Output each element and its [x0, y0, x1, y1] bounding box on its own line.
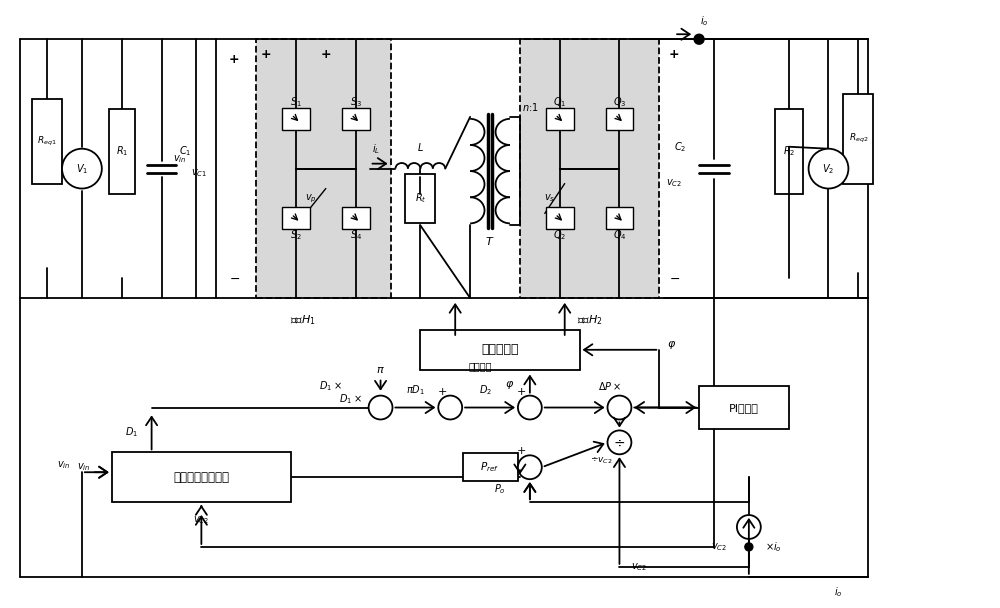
Text: $C_2$: $C_2$: [674, 140, 687, 154]
Circle shape: [369, 396, 392, 420]
Text: $S_1$: $S_1$: [290, 95, 302, 109]
Text: $Q_3$: $Q_3$: [613, 95, 626, 109]
Text: $v_{C2}$: $v_{C2}$: [666, 178, 682, 190]
Text: $\div v_{C2}$: $\div v_{C2}$: [590, 455, 613, 466]
Text: 驱动信号: 驱动信号: [468, 361, 492, 371]
Text: $T$: $T$: [485, 235, 495, 247]
Bar: [109, 109, 135, 193]
Bar: [112, 452, 291, 502]
Text: $i_L$: $i_L$: [372, 142, 380, 156]
Bar: [546, 207, 574, 229]
Text: $P_{ref}$: $P_{ref}$: [480, 460, 500, 474]
Text: +: +: [669, 47, 680, 61]
Text: +: +: [517, 387, 527, 396]
Circle shape: [694, 34, 704, 44]
Bar: [463, 332, 498, 354]
Text: 全桥$H_2$: 全桥$H_2$: [577, 313, 603, 327]
Text: PI控制器: PI控制器: [729, 402, 759, 412]
Bar: [843, 94, 873, 184]
Bar: [546, 108, 574, 130]
Bar: [256, 39, 391, 298]
Circle shape: [745, 543, 753, 551]
Text: $v_p$: $v_p$: [305, 192, 317, 205]
Text: $C_1$: $C_1$: [179, 144, 192, 157]
Text: $v_s$: $v_s$: [544, 193, 555, 204]
Text: $S_4$: $S_4$: [350, 229, 362, 242]
Circle shape: [518, 455, 542, 479]
Text: $V_2$: $V_2$: [822, 162, 835, 176]
Text: $V_1$: $V_1$: [76, 162, 88, 176]
Text: $v_{C1}$: $v_{C1}$: [191, 168, 207, 179]
Text: $v_{in}$: $v_{in}$: [57, 460, 71, 471]
Circle shape: [62, 149, 102, 188]
Text: +: +: [261, 47, 271, 61]
Bar: [699, 385, 789, 429]
Text: $D_1\times$: $D_1\times$: [319, 379, 342, 393]
Bar: [282, 108, 310, 130]
Text: $R_{eq1}$: $R_{eq1}$: [37, 135, 57, 148]
Bar: [342, 108, 370, 130]
Text: $R_{eq2}$: $R_{eq2}$: [849, 132, 868, 145]
Text: $\pi D_1$: $\pi D_1$: [406, 382, 425, 396]
Text: $i_o$: $i_o$: [700, 15, 708, 28]
Text: $Q_1$: $Q_1$: [553, 95, 566, 109]
Bar: [775, 109, 803, 193]
Text: $Q_4$: $Q_4$: [613, 229, 626, 242]
Text: 全桥$H_1$: 全桥$H_1$: [290, 313, 316, 327]
Text: $R_t$: $R_t$: [415, 192, 426, 206]
Bar: [32, 99, 62, 184]
Circle shape: [737, 515, 761, 539]
Text: +: +: [517, 446, 527, 457]
Text: $\div$: $\div$: [613, 435, 626, 449]
Circle shape: [438, 396, 462, 420]
Text: +: +: [320, 47, 331, 61]
Text: $\Delta P\times$: $\Delta P\times$: [598, 379, 621, 392]
Bar: [463, 454, 518, 481]
Text: $\times i_o$: $\times i_o$: [765, 540, 782, 554]
Text: $v_{in}$: $v_{in}$: [77, 461, 91, 473]
Text: +: +: [229, 53, 240, 66]
Text: $v_{C2}$: $v_{C2}$: [631, 561, 647, 573]
Bar: [282, 207, 310, 229]
Circle shape: [809, 149, 848, 188]
Bar: [606, 207, 633, 229]
Text: $S_2$: $S_2$: [290, 229, 302, 242]
Circle shape: [518, 396, 542, 420]
Bar: [342, 207, 370, 229]
Bar: [420, 330, 580, 370]
Text: 直接功率控制算法: 直接功率控制算法: [173, 471, 229, 484]
Text: $i_o$: $i_o$: [834, 585, 843, 599]
Bar: [405, 174, 435, 223]
Text: $v_{C2}$: $v_{C2}$: [193, 514, 209, 526]
Text: $\varphi$: $\varphi$: [667, 339, 676, 351]
Text: $-$: $-$: [669, 272, 680, 285]
Text: $v_{in}$: $v_{in}$: [173, 153, 186, 165]
Text: $L$: $L$: [417, 140, 424, 153]
Text: $Q_2$: $Q_2$: [553, 229, 566, 242]
Text: $\varphi$: $\varphi$: [505, 379, 515, 390]
Text: $-$: $-$: [229, 272, 240, 285]
Circle shape: [608, 430, 631, 454]
Text: $R_1$: $R_1$: [116, 144, 128, 158]
Text: $D_2$: $D_2$: [479, 382, 492, 396]
Text: $S_3$: $S_3$: [350, 95, 362, 109]
Text: $D_1$: $D_1$: [125, 426, 138, 440]
Text: $D_1\times$: $D_1\times$: [339, 393, 362, 407]
Text: $\pi$: $\pi$: [376, 365, 385, 375]
Text: 单移相调制: 单移相调制: [481, 344, 519, 356]
Text: $P_o$: $P_o$: [494, 482, 506, 496]
Bar: [606, 108, 633, 130]
Text: $v_{C2}$: $v_{C2}$: [711, 541, 727, 553]
Text: $R_2$: $R_2$: [783, 144, 795, 158]
Circle shape: [608, 396, 631, 420]
Bar: [520, 39, 659, 298]
Text: $n$:1: $n$:1: [522, 101, 538, 113]
Text: +: +: [438, 387, 447, 396]
